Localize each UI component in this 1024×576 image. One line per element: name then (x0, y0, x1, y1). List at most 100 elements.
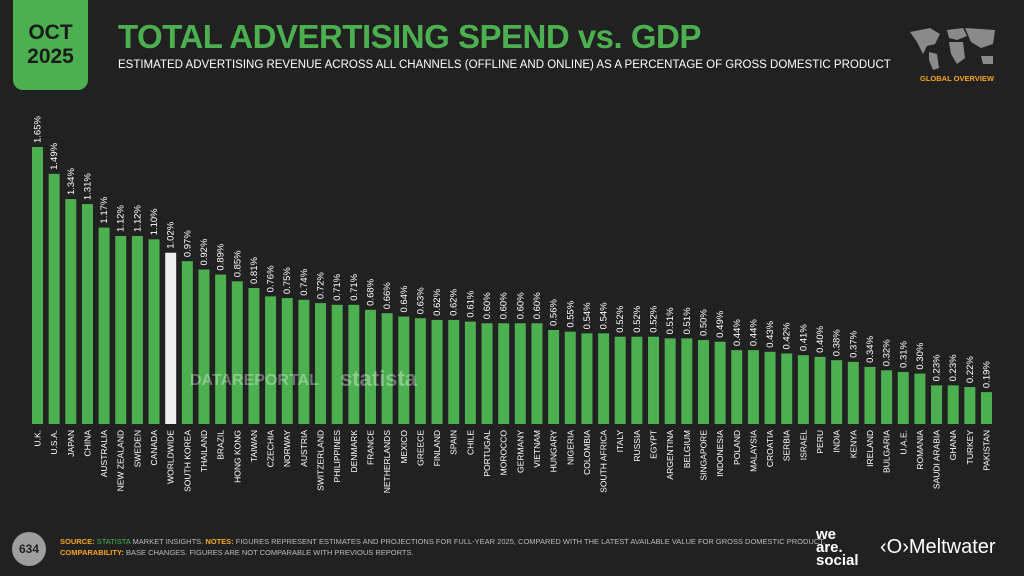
bar (331, 304, 343, 424)
bar (414, 318, 426, 424)
value-label: 0.51% (665, 307, 676, 334)
bar (864, 366, 876, 424)
bar (797, 355, 809, 424)
value-label: 0.62% (432, 288, 443, 315)
category-label: BELGIUM (682, 430, 692, 468)
bar (281, 298, 293, 424)
bar (315, 303, 327, 424)
value-label: 0.55% (565, 300, 576, 327)
bar (398, 316, 410, 424)
bar (897, 371, 909, 424)
category-label: ISRAEL (798, 430, 808, 461)
bar (964, 387, 976, 424)
category-label: U.A.E. (898, 430, 908, 455)
value-label: 0.41% (798, 324, 809, 351)
value-label: 0.52% (649, 305, 660, 332)
bar (115, 235, 127, 424)
bar (831, 360, 843, 424)
category-label: PERU (815, 430, 825, 454)
category-label: VIETNAM (532, 430, 542, 468)
page-title: TOTAL ADVERTISING SPEND vs. GDP (118, 18, 701, 55)
month: OCT (28, 21, 73, 44)
category-label: COLOMBIA (582, 430, 592, 475)
value-label: 0.74% (299, 268, 310, 295)
category-label: ITALY (615, 430, 625, 453)
we-are-social-logo: we are. social (816, 526, 859, 569)
category-label: PHILIPPINES (332, 430, 342, 483)
bar (381, 313, 393, 424)
value-label: 0.76% (266, 265, 277, 292)
category-label: EGYPT (649, 430, 659, 459)
bar (448, 319, 460, 424)
bar (98, 227, 110, 424)
value-label: 0.66% (382, 282, 393, 309)
value-label: 0.40% (815, 325, 826, 352)
bar (514, 323, 526, 424)
bar (564, 331, 576, 424)
bar (481, 323, 493, 424)
value-label: 0.56% (549, 298, 560, 325)
bar (714, 341, 726, 424)
bar (814, 356, 826, 424)
category-label: MEXICO (399, 430, 409, 464)
value-label: 1.12% (132, 204, 143, 231)
value-label: 0.22% (965, 356, 976, 383)
comparability-label: COMPARABILITY: (60, 548, 124, 557)
category-label: ARGENTINA (665, 430, 675, 480)
category-label: FRANCE (365, 430, 375, 465)
value-label: 0.52% (632, 305, 643, 332)
value-label: 0.72% (316, 272, 327, 299)
footer-notes: SOURCE: STATISTA MARKET INSIGHTS. NOTES:… (60, 536, 825, 558)
category-label: SOUTH KOREA (182, 430, 192, 492)
value-label: 0.54% (599, 302, 610, 329)
category-label: SINGAPORE (698, 430, 708, 481)
category-label: SPAIN (449, 430, 459, 455)
category-label: INDONESIA (715, 430, 725, 477)
category-label: SAUDI ARABIA (932, 430, 942, 489)
value-label: 0.34% (865, 335, 876, 362)
category-label: INDIA (832, 430, 842, 453)
value-label: 0.71% (332, 273, 343, 300)
category-label: PORTUGAL (482, 430, 492, 477)
value-label: 0.61% (465, 290, 476, 317)
category-label: SERBIA (782, 430, 792, 462)
category-label: TURKEY (965, 430, 975, 465)
bar (581, 333, 593, 424)
value-label: 0.60% (532, 292, 543, 319)
category-label: HONG KONG (232, 430, 242, 483)
category-label: NETHERLANDS (382, 430, 392, 494)
category-label: DENMARK (349, 430, 359, 473)
category-label: BULGARIA (882, 430, 892, 473)
bar (764, 351, 776, 424)
bar (847, 361, 859, 424)
category-label: GHANA (948, 430, 958, 461)
bar (914, 373, 926, 424)
source-brand: STATISTA (96, 537, 131, 546)
bar (531, 323, 543, 424)
value-label: 0.71% (349, 273, 360, 300)
bar (981, 392, 992, 424)
bar (931, 385, 943, 424)
bar (181, 261, 193, 424)
bar (947, 385, 959, 424)
value-label: 1.49% (49, 142, 60, 169)
category-label: GREECE (415, 430, 425, 466)
value-label: 0.75% (282, 267, 293, 294)
bar (65, 199, 77, 424)
notes-text: FIGURES REPRESENT ESTIMATES AND PROJECTI… (233, 537, 826, 546)
value-label: 1.12% (116, 204, 127, 231)
value-label: 0.54% (582, 302, 593, 329)
bar (781, 353, 793, 424)
date-badge: OCT 2025 (13, 0, 88, 90)
value-label: 0.38% (832, 329, 843, 356)
category-label: PAKISTAN (982, 430, 992, 471)
category-label: KENYA (848, 430, 858, 459)
bar (131, 235, 143, 424)
value-label: 1.31% (82, 173, 93, 200)
category-label: MOROCCO (499, 430, 509, 476)
bar (215, 274, 227, 424)
category-label: THAILAND (199, 430, 209, 472)
category-label: WORLDWIDE (166, 430, 176, 484)
bar (32, 147, 43, 424)
category-label: ROMANIA (915, 430, 925, 470)
